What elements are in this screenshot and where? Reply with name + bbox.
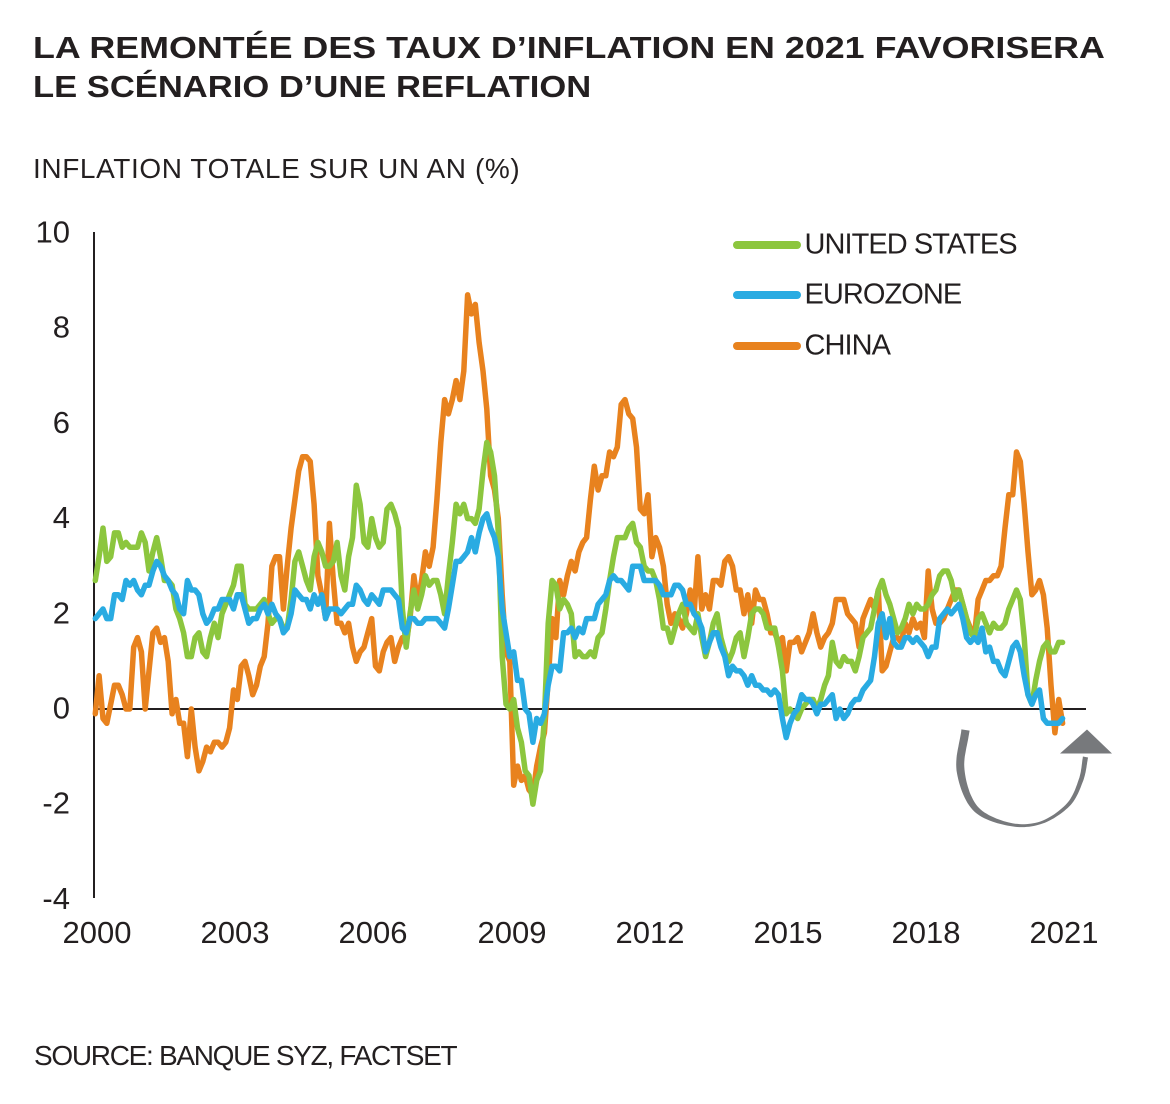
svg-text:2012: 2012 [616, 915, 685, 950]
svg-text:2009: 2009 [478, 915, 547, 950]
svg-text:CHINA: CHINA [805, 330, 892, 362]
svg-text:2021: 2021 [1030, 915, 1099, 950]
svg-text:2015: 2015 [754, 915, 823, 950]
svg-text:8: 8 [53, 310, 70, 345]
svg-text:0: 0 [53, 691, 70, 726]
svg-text:6: 6 [53, 405, 70, 440]
svg-text:-4: -4 [42, 881, 70, 916]
svg-text:EUROZONE: EUROZONE [805, 279, 962, 311]
svg-text:-2: -2 [42, 786, 70, 821]
svg-text:10: 10 [36, 215, 70, 250]
svg-text:4: 4 [53, 500, 70, 535]
svg-text:2003: 2003 [201, 915, 270, 950]
svg-text:2: 2 [53, 595, 70, 630]
svg-text:UNITED STATES: UNITED STATES [805, 229, 1018, 261]
svg-text:2000: 2000 [63, 915, 132, 950]
svg-text:2018: 2018 [892, 915, 961, 950]
svg-text:2006: 2006 [339, 915, 408, 950]
